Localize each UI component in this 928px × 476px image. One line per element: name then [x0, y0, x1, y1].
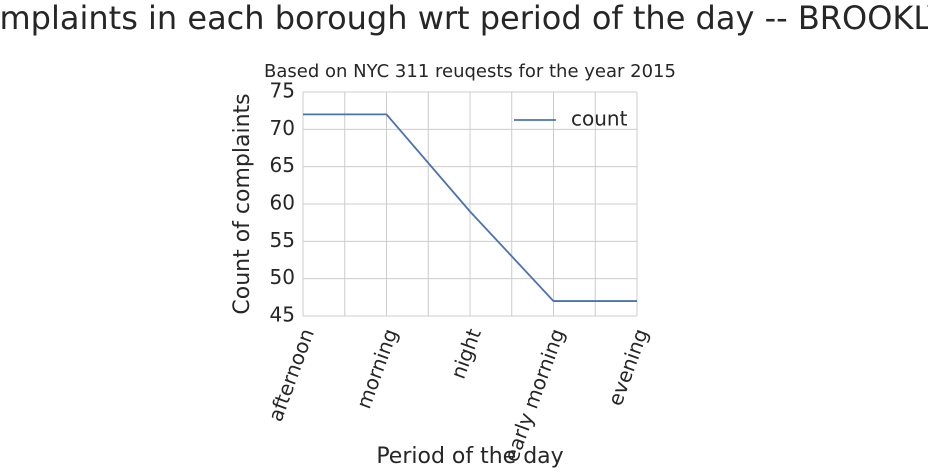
y-tick-label: 45: [270, 303, 295, 327]
legend-label: count: [571, 107, 628, 131]
y-tick-label: 60: [270, 191, 295, 215]
x-axis-label: Period of the day: [376, 444, 563, 469]
line-series: [303, 113, 637, 302]
plot-area: [303, 113, 637, 302]
grid: [302, 91, 638, 317]
chart-subtitle: Based on NYC 311 reuqests for the year 2…: [264, 61, 676, 82]
y-tick-label: 65: [270, 153, 295, 177]
y-axis-label: Count of complaints: [230, 93, 255, 314]
y-tick-label: 70: [270, 116, 295, 140]
chart-title: Complaints in each borough wrt period of…: [0, 0, 928, 37]
y-tick-label: 50: [270, 265, 295, 289]
y-tick-label: 75: [270, 79, 295, 103]
y-tick-label: 55: [270, 228, 295, 252]
